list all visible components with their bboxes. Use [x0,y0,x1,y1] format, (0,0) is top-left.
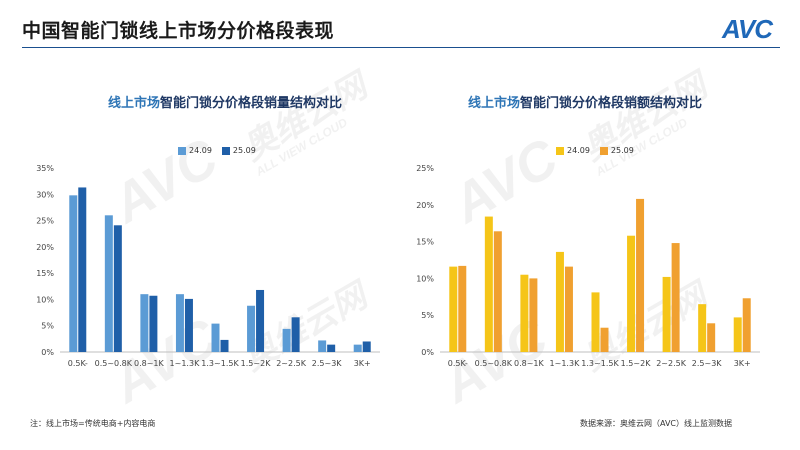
sales-bar-25.09-5 [636,198,645,352]
volume-ytick-6: 30% [36,190,54,199]
header: 中国智能门锁线上市场分价格段表现 AVC [0,0,800,52]
legend-item-24: 24.09 [178,146,212,155]
legend-volume: 24.09 25.09 [178,146,256,155]
volume-xtick-8: 3K+ [354,359,371,368]
volume-ytick-0: 0% [41,348,54,357]
volume-bar-25.09-5 [256,289,265,352]
sales-xtick-1: 0.5~0.8K [475,359,513,368]
volume-bar-25.09-1 [113,225,122,352]
sales-bar-24.09-3 [555,251,564,352]
sales-ytick-4: 20% [416,201,434,210]
legend-swatch-24 [178,146,186,155]
volume-xtick-7: 2.5~3K [312,359,343,368]
volume-bar-24.09-2 [140,294,149,352]
sales-xtick-7: 2.5~3K [692,359,723,368]
sales-bar-25.09-3 [564,266,573,352]
page-title: 中国智能门锁线上市场分价格段表现 [22,20,335,42]
sales-ytick-3: 15% [416,238,434,247]
chart-title-volume: 线上市场智能门锁分价格段销量结构对比 [60,92,390,111]
chart-title-sales-highlight: 线上市场 [467,96,520,111]
volume-bar-24.09-7 [318,340,327,352]
sales-xtick-8: 3K+ [734,359,751,368]
sales-bar-24.09-8 [733,317,742,352]
volume-xtick-0: 0.5K- [68,359,88,368]
sales-bar-24.09-5 [627,235,636,352]
volume-ytick-2: 10% [36,295,54,304]
sales-xtick-5: 1.5~2K [621,359,652,368]
volume-bar-25.09-3 [184,298,193,352]
volume-ytick-4: 20% [36,243,54,252]
sales-xtick-0: 0.5K- [448,359,468,368]
legend-item-sales-25: 25.09 [599,146,634,155]
sales-bar-24.09-7 [698,304,707,352]
sales-bar-25.09-7 [707,323,716,352]
chart-title-volume-highlight: 线上市场 [107,96,160,111]
legend-label-sales-25: 25.09 [610,146,634,155]
volume-ytick-7: 35% [36,164,54,173]
legend-swatch-sales-25 [599,146,608,155]
chart-title-sales-rest: 智能门锁分价格段销额结构对比 [520,96,703,111]
data-source: 数据来源：奥维云网（AVC）线上监测数据 [580,419,733,428]
sales-bar-24.09-1 [484,216,493,352]
legend-label-25: 25.09 [232,146,256,155]
sales-bar-25.09-0 [458,265,467,352]
volume-bar-24.09-3 [175,294,184,352]
volume-xtick-5: 1.5~2K [241,359,272,368]
volume-xtick-1: 0.5~0.8K [95,359,133,368]
sales-xtick-3: 1~1.3K [550,359,581,368]
volume-bar-25.09-7 [327,344,336,352]
chart-sales: 0% 5% 10% 15% 20% 25% 0.5K- 0.5~0.8K 0.8~1K 1~1.3… [416,164,760,368]
avc-logo: AVC [722,14,773,44]
volume-bar-24.09-6 [282,328,291,352]
volume-bar-25.09-6 [291,317,300,352]
volume-ytick-1: 5% [41,322,54,331]
sales-ytick-5: 25% [416,164,434,173]
legend-label-24: 24.09 [189,146,212,155]
sales-xtick-2: 0.8~1K [514,359,545,368]
sales-bar-25.09-6 [671,243,680,352]
volume-bar-24.09-0 [69,195,78,352]
volume-bar-25.09-4 [220,339,229,352]
chart-volume: 0% 5% 10% 15% 20% 25% 30% 35% 0.5K- 0.5~0.8K 0.8~1… [36,164,380,368]
sales-ytick-1: 5% [421,311,434,320]
volume-xtick-4: 1.3~1.5K [201,359,239,368]
sales-bar-25.09-4 [600,327,609,352]
sales-bar-24.09-2 [520,274,529,352]
volume-bar-25.09-2 [149,295,158,352]
volume-ytick-3: 15% [36,269,54,278]
legend-swatch-sales-24 [556,146,564,155]
sales-bar-24.09-4 [591,292,600,352]
volume-bar-24.09-5 [247,305,256,352]
legend-item-sales-24: 24.09 [556,146,590,155]
volume-ytick-5: 25% [36,217,54,226]
chart-title-sales: 线上市场智能门锁分价格段销额结构对比 [420,92,750,111]
sales-bar-24.09-6 [662,276,671,352]
sales-ytick-2: 10% [416,274,434,283]
footnote: 注：线上市场=传统电商+内容电商 [30,419,156,428]
volume-bar-25.09-0 [78,187,87,352]
volume-bar-25.09-8 [362,341,371,352]
sales-ytick-0: 0% [421,348,434,357]
sales-bar-25.09-1 [493,231,502,352]
volume-bar-24.09-4 [211,323,220,352]
volume-bar-24.09-1 [104,215,113,352]
volume-xtick-3: 1~1.3K [170,359,201,368]
sales-bar-25.09-2 [529,278,538,352]
sales-bar-25.09-8 [742,298,751,352]
volume-xtick-2: 0.8~1K [134,359,165,368]
header-divider [22,47,780,48]
legend-swatch-25 [221,146,230,155]
legend-label-sales-24: 24.09 [567,146,590,155]
volume-bar-24.09-8 [353,344,362,352]
sales-bar-24.09-0 [449,266,458,352]
sales-xtick-4: 1.3~1.5K [581,359,619,368]
volume-xtick-6: 2~2.5K [276,359,307,368]
legend-sales: 24.09 25.09 [556,146,634,155]
legend-item-25: 25.09 [221,146,256,155]
chart-title-volume-rest: 智能门锁分价格段销量结构对比 [160,96,343,111]
sales-xtick-6: 2~2.5K [656,359,687,368]
